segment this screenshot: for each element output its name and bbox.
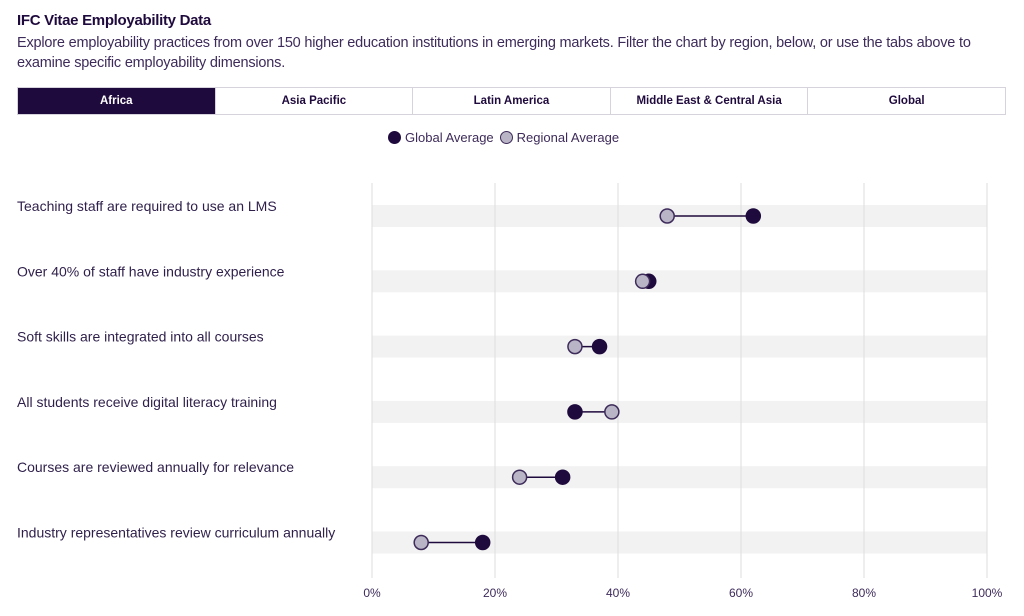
regional-average-point — [604, 404, 620, 420]
tab-africa[interactable]: Africa — [18, 88, 215, 114]
row-band — [372, 466, 987, 489]
category-label: Teaching staff are required to use an LM… — [17, 198, 277, 214]
legend-global: Global Average — [405, 130, 494, 145]
x-tick-label: 40% — [606, 586, 630, 600]
regional-average-point — [511, 469, 528, 485]
x-tick-label: 100% — [972, 586, 1003, 600]
page-title: IFC Vitae Employability Data — [17, 12, 211, 29]
category-label: Industry representatives review curricul… — [17, 525, 335, 541]
row-band — [372, 335, 987, 358]
x-tick-label: 0% — [363, 586, 381, 600]
category-label: Over 40% of staff have industry experien… — [17, 263, 285, 279]
legend-regional: Regional Average — [516, 130, 620, 145]
tab-asia-pacific[interactable]: Asia Pacific — [214, 88, 413, 114]
regional-average-point — [659, 208, 675, 224]
regional-average-point — [634, 273, 651, 290]
row-band — [372, 270, 987, 293]
legend: Global Average Regional Average — [388, 130, 619, 145]
global-legend-dot-icon — [388, 131, 401, 144]
tab-global[interactable]: Global — [807, 88, 1005, 114]
x-tick-label: 20% — [483, 586, 507, 600]
x-tick-label: 60% — [729, 586, 753, 600]
regional-legend-dot-icon — [499, 131, 513, 144]
row-band — [372, 531, 987, 554]
category-label: Courses are reviewed annually for releva… — [17, 459, 294, 475]
global-average-point — [591, 338, 608, 355]
row-band — [372, 400, 987, 423]
tab-middle-east-central-asia[interactable]: Middle East & Central Asia — [609, 88, 808, 114]
global-average-point — [567, 404, 583, 420]
category-label: All students receive digital literacy tr… — [17, 394, 277, 410]
global-average-point — [745, 208, 762, 224]
category-label: Soft skills are integrated into all cour… — [17, 329, 264, 345]
tab-latin-america[interactable]: Latin America — [412, 88, 610, 114]
x-tick-label: 80% — [852, 586, 876, 600]
page-description: Explore employability practices from ove… — [17, 35, 971, 71]
region-tabs: Africa Asia Pacific Latin America Middle… — [17, 87, 1006, 115]
regional-average-point — [413, 534, 429, 551]
regional-average-point — [567, 338, 583, 355]
global-average-point — [474, 534, 491, 551]
global-average-point — [554, 469, 571, 485]
